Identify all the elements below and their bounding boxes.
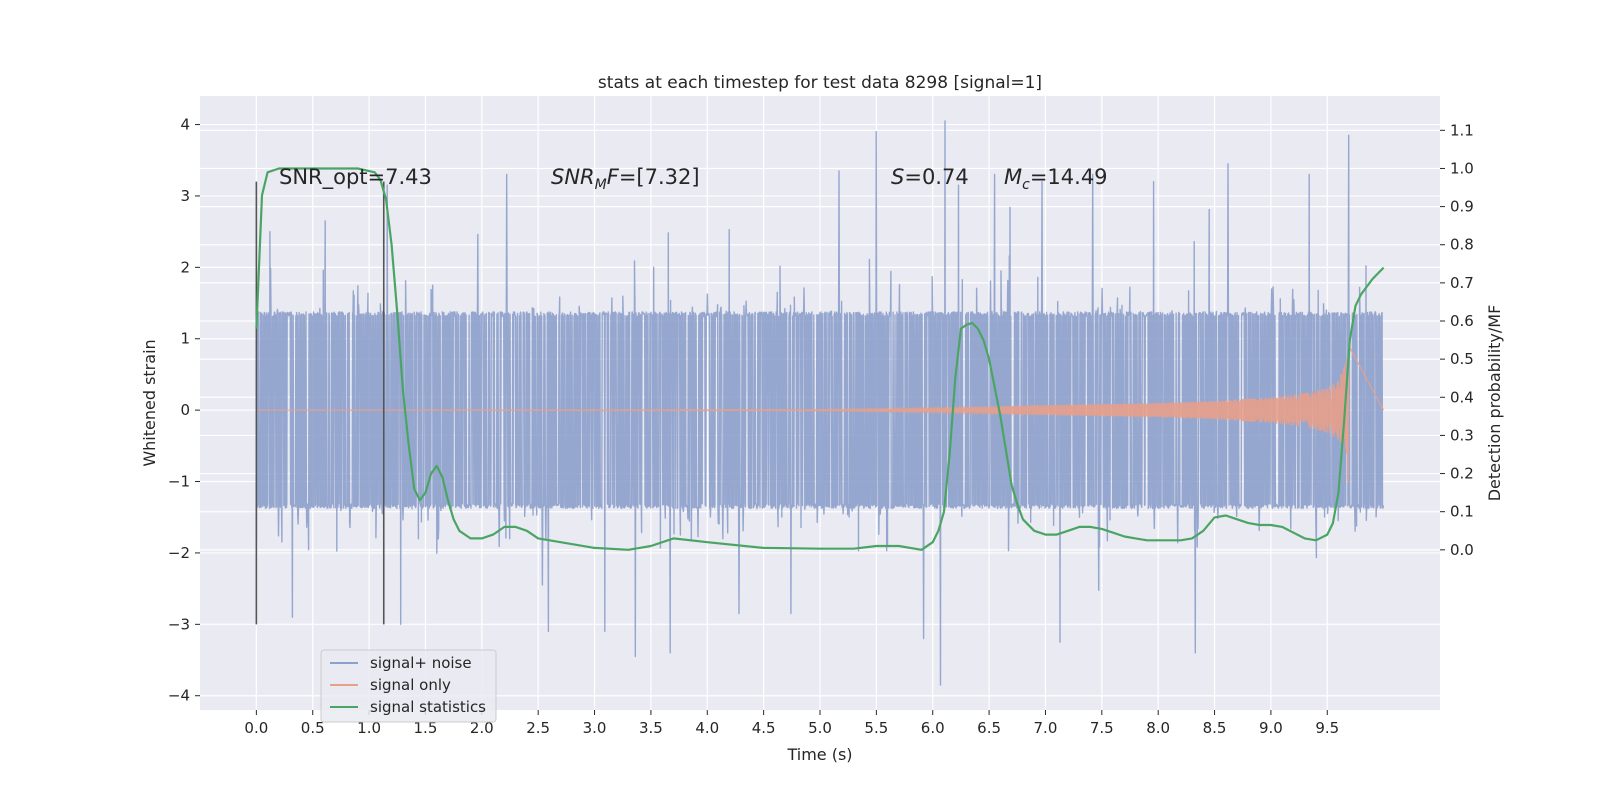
y2-tick-label: 0.6 xyxy=(1450,312,1474,330)
legend-label-statistics: signal statistics xyxy=(370,698,486,716)
legend: signal+ noise signal only signal statist… xyxy=(320,649,497,723)
x-tick-label: 7.5 xyxy=(1090,719,1114,737)
x-tick-label: 1.0 xyxy=(357,719,381,737)
y2-axis-label: Detection probability/MF xyxy=(1485,305,1504,502)
x-axis-label: Time (s) xyxy=(786,745,852,764)
y2-tick-label: 0.3 xyxy=(1450,426,1474,444)
y-tick-label: 2 xyxy=(180,258,190,276)
x-tick-label: 8.5 xyxy=(1203,719,1227,737)
x-tick-label: 9.0 xyxy=(1259,719,1283,737)
x-tick-label: 5.0 xyxy=(808,719,832,737)
y-tick-label: −3 xyxy=(168,615,190,633)
legend-label-noise: signal+ noise xyxy=(370,654,472,672)
x-tick-label: 2.0 xyxy=(470,719,494,737)
y-axis-label: Whitened strain xyxy=(140,339,159,466)
annotation-mc: Mc=14.49 xyxy=(1004,165,1108,193)
annotation-s: S=0.74 xyxy=(891,165,969,189)
x-tick-label: 3.0 xyxy=(583,719,607,737)
x-tick-label: 0.0 xyxy=(244,719,268,737)
y-tick-label: 3 xyxy=(180,187,190,205)
y2-tick-label: 0.4 xyxy=(1450,388,1474,406)
x-tick-label: 8.0 xyxy=(1146,719,1170,737)
x-tick-label: 3.5 xyxy=(639,719,663,737)
x-tick-label: 1.5 xyxy=(414,719,438,737)
series-line-statistics xyxy=(255,167,1385,551)
signal-series xyxy=(256,345,1385,485)
y2-tick-label: 0.9 xyxy=(1450,198,1474,216)
x-tick-label: 2.5 xyxy=(526,719,550,737)
statistics-series xyxy=(255,167,1385,551)
y-tick-label: 0 xyxy=(180,401,190,419)
y2-tick-label: 1.1 xyxy=(1450,121,1474,139)
annotation-snr-mf: SNRMF=[7.32] xyxy=(551,165,700,193)
x-tick-label: 6.5 xyxy=(977,719,1001,737)
x-tick-label: 4.0 xyxy=(695,719,719,737)
x-tick-label: 0.5 xyxy=(301,719,325,737)
y2-tick-label: 0.7 xyxy=(1450,274,1474,292)
x-tick-label: 7.0 xyxy=(1034,719,1058,737)
y2-tick-label: 1.0 xyxy=(1450,159,1474,177)
x-tick-label: 6.0 xyxy=(921,719,945,737)
y2-tick-label: 0.1 xyxy=(1450,503,1474,521)
y2-tick-label: 0.5 xyxy=(1450,350,1474,368)
legend-label-signal: signal only xyxy=(370,676,451,694)
axis-ticks: 0.0 0.5 1.0 1.5 2.0 2.5 3.0 3.5 4.0 4.5 5.0 5.5 6.0 6… xyxy=(168,116,1474,737)
annotation-snr-opt: SNR_opt=7.43 xyxy=(279,165,432,190)
y2-tick-label: 0.0 xyxy=(1450,541,1474,559)
x-tick-label: 5.5 xyxy=(864,719,888,737)
y-tick-label: 1 xyxy=(180,330,190,348)
y2-tick-label: 0.2 xyxy=(1450,465,1474,483)
x-tick-label: 9.5 xyxy=(1315,719,1339,737)
x-tick-label: 4.5 xyxy=(752,719,776,737)
chart-title: stats at each timestep for test data 829… xyxy=(598,73,1042,93)
legend-box xyxy=(320,649,497,723)
series-line-signal xyxy=(256,345,1385,485)
y-tick-label: −4 xyxy=(168,687,190,705)
y-tick-label: 4 xyxy=(180,116,190,134)
segment-markers xyxy=(255,181,385,625)
y2-tick-label: 0.8 xyxy=(1450,236,1474,254)
y-tick-label: −1 xyxy=(168,473,190,491)
y-tick-label: −2 xyxy=(168,544,190,562)
